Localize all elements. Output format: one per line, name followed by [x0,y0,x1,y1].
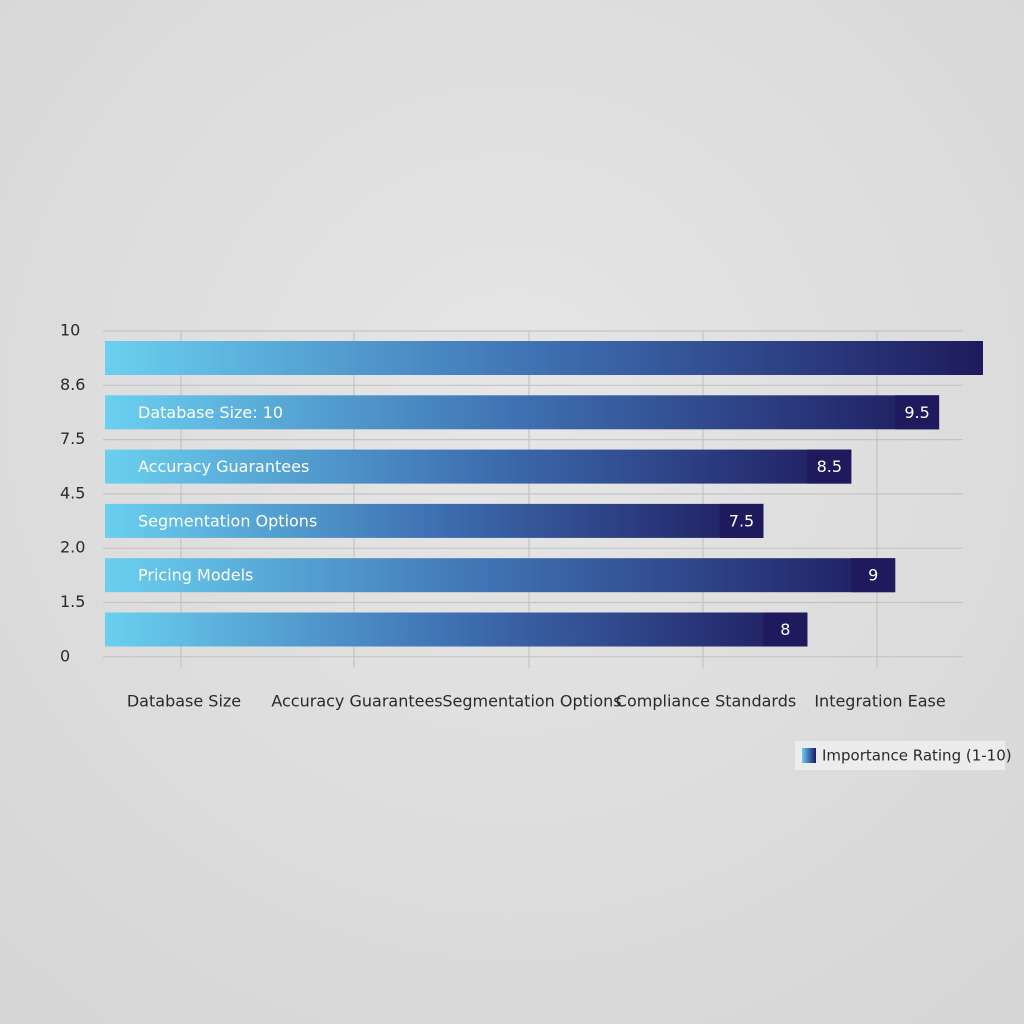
bar [105,612,808,647]
value-label: 9.5 [904,403,929,422]
row-label: 8.6 [60,375,85,394]
row-label: 10 [60,321,80,340]
row-label: 0 [60,646,70,665]
bar [105,395,940,430]
legend-swatch [802,748,816,763]
legend-box [795,741,1005,770]
value-label-box [807,449,852,484]
x-label: Compliance Standards [616,692,796,711]
x-label: Segmentation Options [442,692,621,711]
bar [105,341,983,375]
bar-label: Segmentation Options [138,511,317,530]
value-label: 9 [868,566,878,585]
value-label-box [719,503,764,538]
x-label: Integration Ease [814,692,945,711]
bar [105,503,764,538]
x-label: Accuracy Guarantees [271,692,442,711]
bar-label: Accuracy Guarantees [138,457,309,476]
bar-label: Pricing Models [138,566,253,585]
value-label-box [851,558,896,593]
row-label: 1.5 [60,592,85,611]
legend-label: Importance Rating (1-10) [822,747,1012,765]
value-label: 8 [780,620,790,639]
value-label: 8.5 [817,457,842,476]
value-label-box [763,612,808,647]
plot: 10 8.6 7.5 4.5 2.0 1.5 0 Database Size Accuracy … [60,321,1012,770]
x-label: Database Size [127,692,241,711]
value-label-box [895,395,940,430]
value-label: 7.5 [729,511,754,530]
bar [105,449,852,484]
bar-label: Database Size: 10 [138,403,283,422]
row-label: 2.0 [60,538,85,557]
legend: Importance Rating (1-10) [795,741,1012,770]
bar [105,558,896,593]
row-label: 7.5 [60,429,85,448]
row-label: 4.5 [60,483,85,502]
